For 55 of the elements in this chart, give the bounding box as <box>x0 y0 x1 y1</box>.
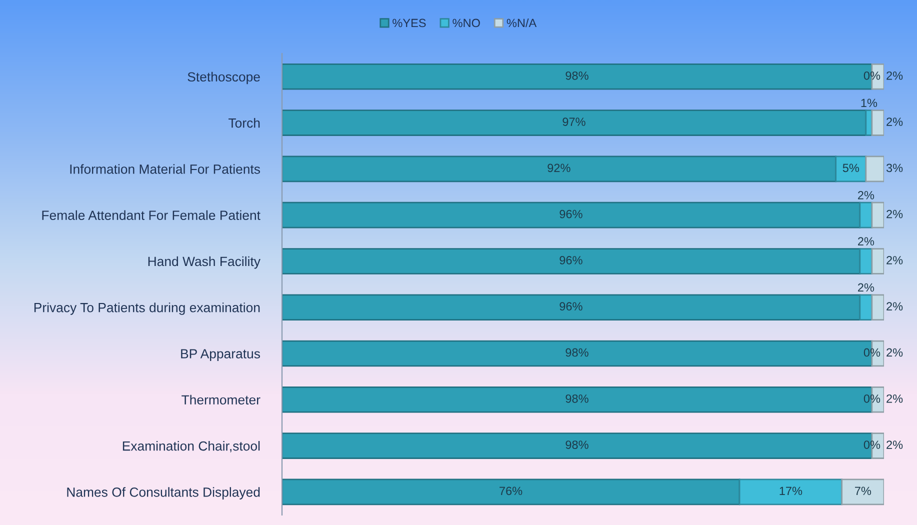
data-label: 92% <box>548 164 570 172</box>
data-label: 1% <box>861 98 878 108</box>
bar <box>871 294 884 321</box>
data-label: 98% <box>566 394 588 403</box>
bar <box>871 110 884 136</box>
y-tick-label: Examination Chair,stool <box>122 441 260 452</box>
bar <box>282 248 861 274</box>
bar <box>871 248 884 274</box>
y-tick-label: Privacy To Patients during examination <box>34 302 260 315</box>
y-tick-label: Thermometer <box>182 394 260 405</box>
y-tick-label: Information Material For Patients <box>70 164 260 174</box>
data-label: 2% <box>886 440 903 449</box>
data-label: 17% <box>780 486 802 496</box>
data-label: 5% <box>842 164 859 172</box>
bar <box>738 478 843 506</box>
bar <box>282 110 867 136</box>
data-label: 98% <box>566 348 588 357</box>
y-tick-label: Torch <box>228 118 260 128</box>
bar <box>841 478 884 506</box>
data-label: 96% <box>560 256 582 264</box>
bar <box>871 202 884 228</box>
data-label: 96% <box>560 302 582 311</box>
data-label: 3% <box>886 164 903 172</box>
data-label: 7% <box>855 486 872 496</box>
y-tick-label: Hand Wash Facility <box>148 256 260 269</box>
bar <box>282 156 837 182</box>
data-label: 2% <box>886 394 903 403</box>
data-label: 97% <box>562 118 586 126</box>
data-label: 2% <box>858 191 874 200</box>
y-tick-label: BP Apparatus <box>181 349 260 362</box>
bar <box>865 156 884 182</box>
bar <box>859 294 873 321</box>
legend-label: %NO <box>452 18 480 28</box>
bar <box>859 248 873 274</box>
data-label: 2% <box>858 283 874 292</box>
bar <box>282 294 861 321</box>
y-tick-label: Names Of Consultants Displayed <box>67 487 260 500</box>
legend-label: %YES <box>392 18 426 28</box>
data-label: 2% <box>858 237 874 246</box>
data-label: 2% <box>886 256 903 264</box>
data-label: 98% <box>566 440 588 449</box>
data-label: 2% <box>886 302 903 310</box>
y-tick-label: Female Attendant For Female Patient <box>42 210 260 220</box>
data-label: 98% <box>566 71 588 80</box>
bar <box>282 202 861 228</box>
data-label: 2% <box>886 118 903 126</box>
bar <box>859 202 873 228</box>
bar <box>282 478 740 506</box>
legend-label: %N/A <box>506 18 537 28</box>
data-label: 96% <box>560 210 582 218</box>
data-label: 2% <box>886 210 903 218</box>
data-label: 76% <box>500 486 522 496</box>
data-label: 2% <box>886 348 903 357</box>
data-label: 2% <box>886 71 903 80</box>
y-tick-label: Stethoscope <box>188 72 260 84</box>
